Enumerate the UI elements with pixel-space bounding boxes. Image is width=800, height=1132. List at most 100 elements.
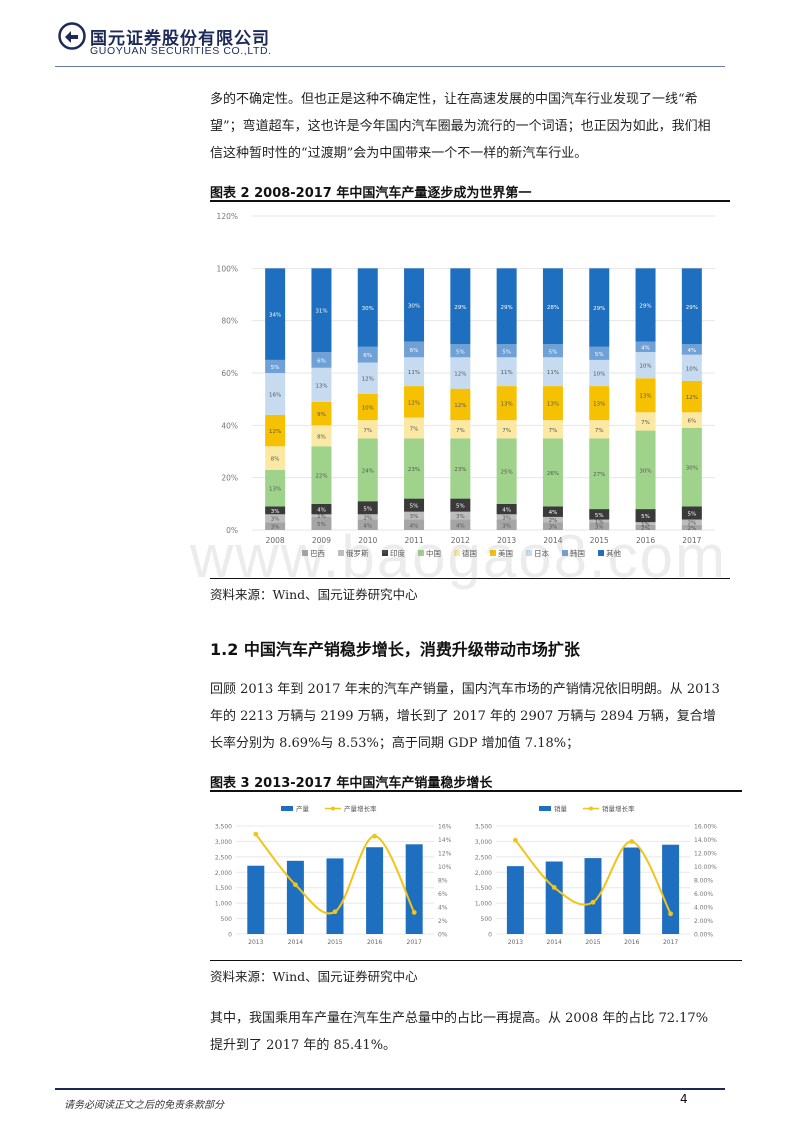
data-label: 34% bbox=[269, 313, 281, 319]
bar bbox=[584, 858, 602, 934]
data-label: 30% bbox=[686, 466, 698, 472]
legend-label: 德国 bbox=[462, 548, 477, 558]
bar bbox=[506, 866, 524, 934]
data-label: 5% bbox=[549, 349, 558, 355]
data-label: 11% bbox=[408, 370, 420, 376]
bar-segment bbox=[542, 522, 563, 530]
bar-segment bbox=[681, 380, 702, 413]
bar-segment bbox=[404, 498, 425, 512]
bar-segment bbox=[496, 357, 517, 387]
text-line: 回顾 2013 年到 2017 年末的汽车产销量，国内汽车市场的产销情况依旧明朗… bbox=[210, 682, 720, 697]
data-label: 4% bbox=[502, 508, 511, 514]
data-label: 7% bbox=[595, 428, 604, 434]
bar-segment bbox=[265, 373, 286, 415]
logo bbox=[58, 22, 86, 54]
bar bbox=[662, 844, 680, 934]
figure3-source: 资料来源：Wind、国元证券研究中心 bbox=[210, 969, 418, 984]
x-tick-label: 2008 bbox=[266, 536, 285, 545]
bar-segment bbox=[265, 446, 286, 470]
y-tick-label: 2,500 bbox=[215, 854, 232, 861]
x-tick-label: 2011 bbox=[405, 536, 424, 545]
bar-segment bbox=[311, 401, 332, 426]
data-label: 6% bbox=[363, 353, 372, 359]
data-label: 4% bbox=[641, 345, 650, 351]
data-label: 7% bbox=[549, 428, 558, 434]
y-tick-label: 3,500 bbox=[215, 824, 232, 831]
data-label: 13% bbox=[269, 487, 281, 493]
data-label: 2% bbox=[641, 526, 650, 532]
logo-icon bbox=[58, 22, 86, 50]
bar-segment bbox=[450, 344, 471, 358]
growth-point bbox=[629, 839, 635, 844]
text-line: 望”；弯道超车，这也许是今年国内汽车圈最为流行的一个词语；也正因为如此，我们相 bbox=[210, 119, 711, 134]
bar-segment bbox=[496, 438, 517, 504]
data-label: 6% bbox=[317, 358, 326, 364]
bar-segment bbox=[404, 511, 425, 520]
intro-paragraph: 多的不确定性。但也正是这种不确定性，让在高速发展的中国汽车行业发现了一线“希 望… bbox=[210, 86, 725, 167]
bar-segment bbox=[681, 519, 702, 525]
bar-segment bbox=[404, 341, 425, 358]
bar-segment bbox=[357, 514, 378, 520]
x-tick-label: 2013 bbox=[508, 939, 523, 946]
x-tick-label: 2015 bbox=[585, 939, 600, 946]
y-tick-label: 0% bbox=[226, 526, 238, 535]
text-line: 多的不确定性。但也正是这种不确定性，让在高速发展的中国汽车行业发现了一线“希 bbox=[210, 92, 698, 107]
data-label: 23% bbox=[408, 467, 420, 473]
y2-tick-label: 8.00% bbox=[694, 878, 713, 885]
data-label: 4% bbox=[363, 523, 372, 529]
legend-swatch bbox=[302, 550, 308, 556]
bar bbox=[545, 861, 563, 934]
company-name-cn: 国元证券股份有限公司 bbox=[90, 29, 270, 49]
y2-tick-label: 12% bbox=[438, 851, 452, 858]
data-label: 4% bbox=[456, 523, 465, 529]
bar-segment bbox=[311, 503, 332, 515]
bar-segment bbox=[496, 268, 517, 345]
data-label: 13% bbox=[315, 383, 327, 389]
y-tick-label: 2,500 bbox=[475, 854, 492, 861]
x-tick-label: 2014 bbox=[288, 939, 303, 946]
bar-segment bbox=[635, 341, 656, 353]
bar-segment bbox=[681, 427, 702, 507]
growth-point bbox=[513, 837, 518, 843]
figure3-bottom-rule bbox=[210, 960, 742, 961]
y2-tick-label: 10.00% bbox=[694, 864, 717, 871]
bar-segment bbox=[357, 519, 378, 530]
data-label: 7% bbox=[502, 428, 511, 434]
data-label: 12% bbox=[686, 395, 698, 401]
bar-segment bbox=[357, 420, 378, 439]
bar-segment bbox=[357, 438, 378, 502]
y-tick-label: 1,500 bbox=[475, 885, 492, 892]
data-label: 1% bbox=[595, 519, 604, 525]
data-label: 12% bbox=[269, 429, 281, 435]
bar-segment bbox=[450, 268, 471, 345]
data-label: 30% bbox=[362, 306, 374, 312]
legend-marker bbox=[331, 806, 335, 811]
data-label: 3% bbox=[271, 517, 280, 523]
bar-segment bbox=[542, 506, 563, 517]
data-label: 30% bbox=[639, 468, 651, 474]
bar-segment bbox=[311, 268, 332, 353]
growth-line bbox=[255, 833, 416, 915]
text-line: 长率分别为 8.69%与 8.53%；高于同期 GDP 增加值 7.18%； bbox=[210, 736, 580, 751]
bar-segment bbox=[542, 420, 563, 439]
legend-label: 其他 bbox=[606, 548, 621, 558]
y2-tick-label: 2.00% bbox=[694, 918, 713, 925]
bar-segment bbox=[265, 268, 286, 360]
legend-label: 巴西 bbox=[310, 549, 325, 558]
growth-point bbox=[332, 909, 338, 915]
bar-segment bbox=[681, 506, 702, 520]
bar-segment bbox=[311, 516, 332, 530]
paragraph-2: 回顾 2013 年到 2017 年末的汽车产销量，国内汽车市场的产销情况依旧明朗… bbox=[210, 676, 725, 757]
bar bbox=[326, 858, 344, 934]
bar-segment bbox=[357, 362, 378, 394]
x-tick-label: 2015 bbox=[327, 939, 342, 946]
footer-divider bbox=[55, 1088, 725, 1090]
legend-label: 中国 bbox=[426, 548, 441, 558]
growth-point bbox=[372, 833, 377, 839]
bar-segment bbox=[404, 357, 425, 387]
data-label: 2% bbox=[549, 518, 558, 524]
data-label: 9% bbox=[317, 412, 326, 418]
legend-swatch bbox=[338, 550, 344, 556]
growth-point bbox=[411, 910, 417, 915]
data-label: 2% bbox=[687, 526, 696, 532]
